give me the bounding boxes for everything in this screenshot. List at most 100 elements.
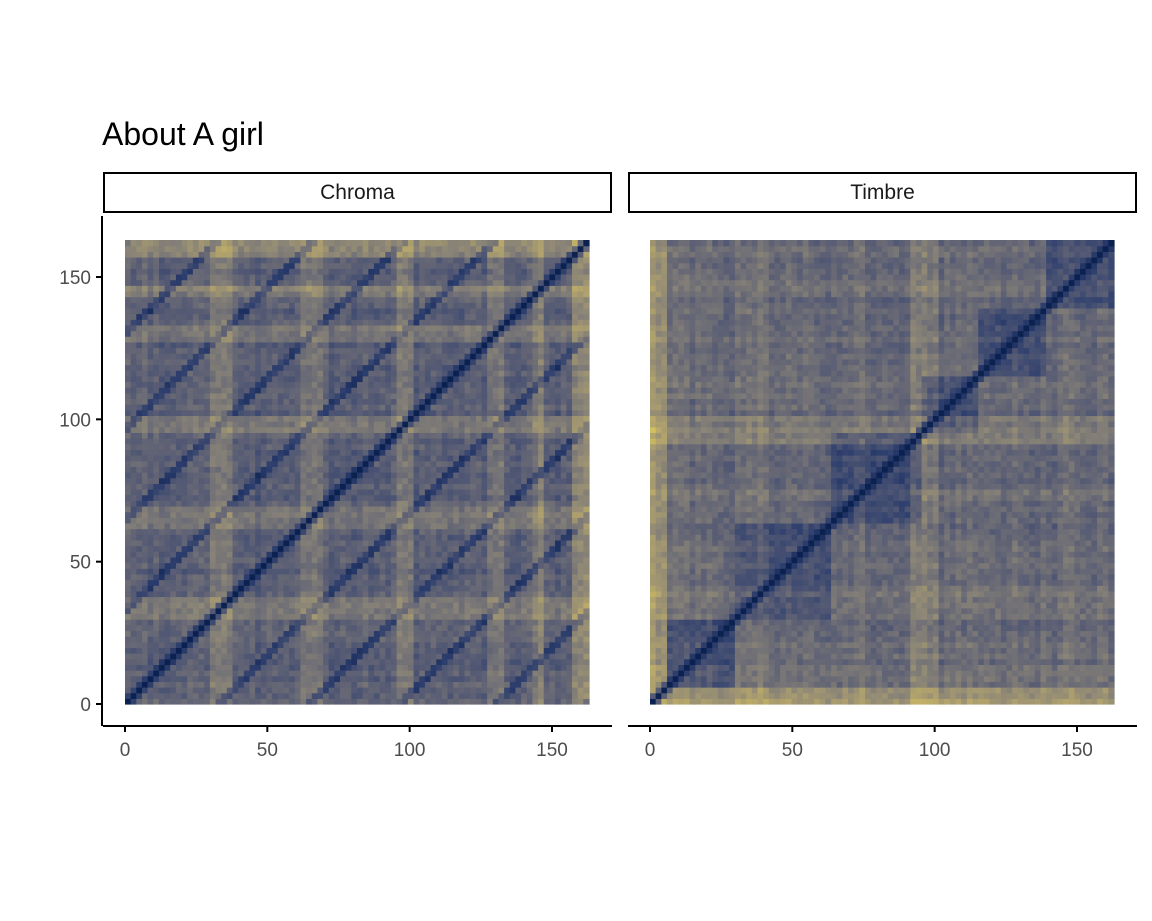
heatmap-cell [424,607,432,615]
heatmap-cell [481,658,488,665]
heatmap-cell [373,421,381,428]
heatmap-cell [147,392,154,400]
heatmap-cell [215,545,222,552]
heatmap-cell [345,449,352,456]
heatmap-cell [260,472,268,479]
heatmap-cell [373,387,381,394]
heatmap-cell [447,585,454,592]
heatmap-cell [323,398,330,405]
heatmap-cell [283,500,290,507]
heatmap-cell [260,573,268,581]
heatmap-cell [323,421,330,428]
heatmap-cell [340,432,347,439]
heatmap-cell [464,370,471,377]
heatmap-cell [464,415,471,422]
heatmap-cell [255,687,262,694]
heatmap-cell [170,658,177,665]
heatmap-cell [170,472,177,479]
heatmap-cell [515,477,522,484]
heatmap-cell [232,409,239,417]
heatmap-cell [147,545,154,552]
heatmap-cell [243,364,251,371]
heatmap-cell [136,438,143,445]
heatmap-cell [215,681,222,688]
heatmap-cell [283,539,290,547]
heatmap-cell [323,687,330,694]
heatmap-cell [373,517,381,524]
heatmap-cell [243,466,251,473]
heatmap-cell [272,415,279,422]
heatmap-cell [345,556,352,564]
heatmap-cell [351,664,358,671]
heatmap-cell [209,511,217,518]
heatmap-cell [340,619,347,626]
heatmap-cell [226,607,234,615]
heatmap-cell [187,398,194,405]
heatmap-cell [453,443,460,450]
heatmap-cell [379,528,386,535]
heatmap-cell [294,483,302,490]
heatmap-cell [311,613,318,620]
heatmap-cell [289,404,296,411]
heatmap-cell [464,409,471,417]
heatmap-cell [192,545,200,552]
heatmap-cell [458,364,466,371]
heatmap-cell [311,358,318,366]
heatmap-cell [509,664,517,671]
heatmap-cell [136,494,143,501]
heatmap-cell [294,619,302,626]
heatmap-cell [345,624,352,632]
heatmap-cell [164,681,171,688]
heatmap-cell [351,370,358,377]
heatmap-cell [232,545,239,552]
heatmap-cell [130,432,137,439]
heatmap-cell [334,415,341,422]
heatmap-cell [549,562,556,569]
heatmap-cell [379,421,386,428]
heatmap-cell [187,585,194,592]
heatmap-cell [170,681,177,688]
heatmap-cell [572,624,579,632]
heatmap-cell [255,443,262,450]
heatmap-cell [187,579,194,586]
heatmap-cell [277,590,285,598]
heatmap-cell [192,630,200,637]
heatmap-cell [255,539,262,547]
heatmap-cell [402,381,409,388]
heatmap-cell [504,505,511,513]
heatmap-cell [340,370,347,377]
heatmap-cell [458,556,466,564]
heatmap-cell [419,585,426,592]
heatmap-cell [158,653,166,660]
heatmap-cell [357,500,364,507]
heatmap-cell [487,562,494,569]
heatmap-cell [458,641,466,649]
heatmap-cell [390,630,398,637]
heatmap-cell [413,630,420,637]
heatmap-cell [351,505,358,513]
heatmap-cell [492,438,500,445]
heatmap-cell [323,692,330,699]
heatmap-cell [345,443,352,450]
heatmap-cell [334,505,341,513]
heatmap-cell [577,398,584,405]
heatmap-cell [306,522,313,530]
heatmap-cell [515,585,522,592]
heatmap-cell [577,432,584,439]
heatmap-cell [509,511,517,518]
heatmap-cell [492,404,500,411]
heatmap-cell [441,551,449,558]
heatmap-cell [153,500,160,507]
heatmap-cell [249,500,256,507]
heatmap-cell [204,562,211,569]
heatmap-cell [407,562,415,569]
heatmap-cell [368,534,375,541]
heatmap-cell [136,528,143,535]
heatmap-cell [487,381,494,388]
heatmap-cell [175,630,183,637]
heatmap-cell [125,534,132,541]
heatmap-cell [238,421,245,428]
heatmap-cell [249,607,256,615]
heatmap-cell [492,675,500,682]
heatmap-cell [390,460,398,467]
